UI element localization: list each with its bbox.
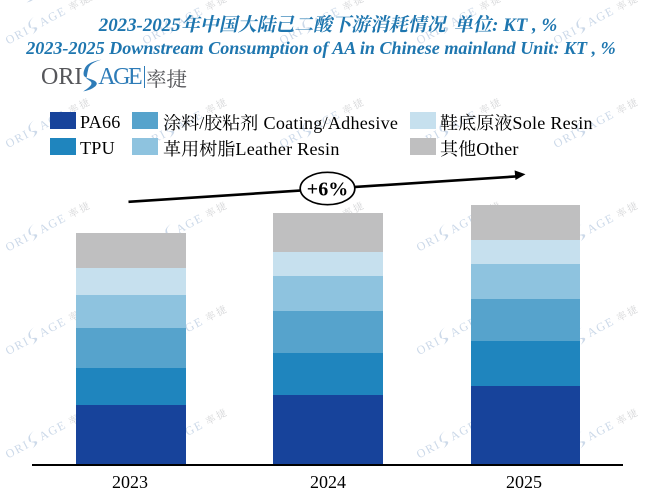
svg-text:+6%: +6% <box>307 179 348 201</box>
svg-text:AGE: AGE <box>38 0 67 3</box>
svg-text:ORI: ORI <box>0 0 25 3</box>
